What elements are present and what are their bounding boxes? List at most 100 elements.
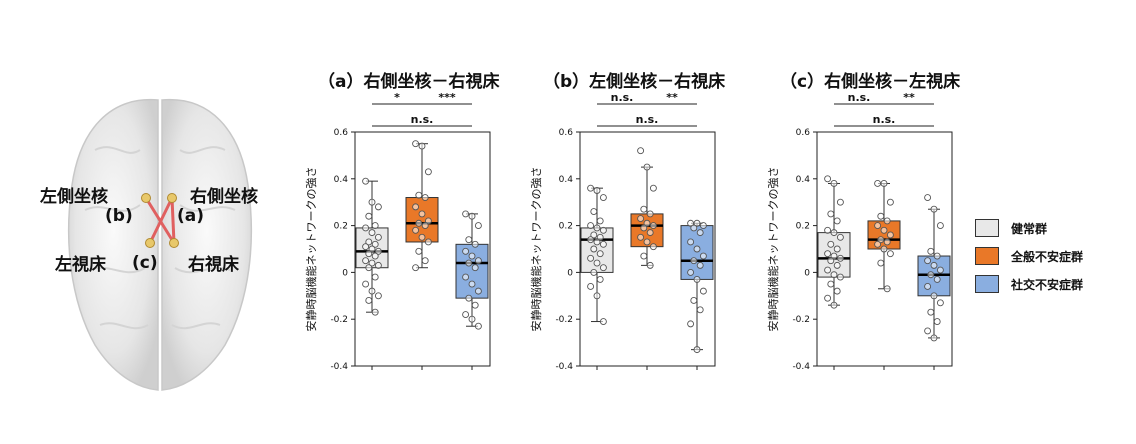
connection-lines bbox=[141, 193, 179, 248]
chart-b-title: （b）左側坐核－右視床 bbox=[543, 72, 726, 92]
data-point-healthy bbox=[830, 252, 838, 260]
data-point-healthy bbox=[824, 250, 832, 258]
data-point-gad bbox=[646, 210, 654, 218]
data-point-gad bbox=[886, 250, 894, 258]
data-point-gad bbox=[886, 198, 894, 206]
data-point-sad bbox=[468, 212, 476, 220]
data-point-healthy bbox=[371, 222, 379, 230]
data-point-gad bbox=[421, 222, 429, 230]
data-point-sad bbox=[930, 205, 938, 213]
data-point-healthy bbox=[824, 266, 832, 274]
data-point-gad bbox=[874, 240, 882, 248]
data-point-healthy bbox=[836, 233, 844, 241]
data-point-healthy bbox=[824, 294, 832, 302]
data-point-gad bbox=[874, 180, 882, 187]
significance-label: n.s. bbox=[848, 91, 871, 104]
data-point-gad bbox=[424, 168, 432, 176]
data-point-healthy bbox=[365, 264, 373, 272]
data-point-gad bbox=[649, 243, 657, 251]
data-point-sad bbox=[465, 259, 473, 267]
data-point-healthy bbox=[836, 273, 844, 281]
y-tick-label: 0.6 bbox=[796, 128, 811, 138]
y-axis-label: 安静時脳機能ネットワークの強さ bbox=[529, 167, 543, 332]
data-point-sad bbox=[936, 299, 944, 307]
data-point-healthy bbox=[374, 203, 382, 211]
significance-label: ** bbox=[903, 91, 915, 104]
data-point-gad bbox=[421, 194, 429, 201]
data-point-sad bbox=[474, 222, 482, 230]
data-point-sad bbox=[699, 252, 707, 260]
box-sad bbox=[680, 225, 714, 280]
data-point-sad bbox=[690, 257, 698, 265]
data-point-gad bbox=[640, 224, 648, 232]
data-point-sad bbox=[696, 229, 704, 237]
data-point-healthy bbox=[371, 273, 379, 281]
data-point-gad bbox=[643, 238, 651, 246]
data-point-gad bbox=[643, 163, 651, 171]
data-point-gad bbox=[886, 231, 894, 239]
data-point-healthy bbox=[596, 250, 604, 258]
data-point-sad bbox=[699, 287, 707, 295]
data-point-gad bbox=[646, 229, 654, 237]
legend-swatch-gad bbox=[975, 247, 999, 265]
legend-label-gad: 全般不安症群 bbox=[1011, 249, 1084, 264]
data-point-gad bbox=[877, 236, 885, 244]
y-tick-label: 0 bbox=[804, 268, 810, 278]
label-b: (b) bbox=[105, 206, 133, 226]
data-point-healthy bbox=[371, 240, 379, 248]
data-point-sad bbox=[693, 219, 701, 227]
connection-a-line bbox=[170, 197, 176, 244]
y-tick-label: 0.2 bbox=[796, 222, 810, 232]
data-point-healthy bbox=[362, 257, 370, 265]
legend-swatch-sad bbox=[975, 275, 999, 293]
data-point-sad bbox=[687, 268, 695, 276]
significance-label: n.s. bbox=[873, 113, 896, 126]
data-point-gad bbox=[415, 191, 423, 199]
y-tick-label: -0.2 bbox=[330, 315, 348, 325]
data-point-gad bbox=[880, 180, 888, 187]
data-point-healthy bbox=[368, 245, 376, 253]
data-point-gad bbox=[637, 147, 645, 155]
data-point-sad bbox=[924, 282, 932, 290]
data-point-healthy bbox=[587, 282, 595, 290]
data-point-gad bbox=[877, 259, 885, 267]
data-point-gad bbox=[880, 245, 888, 253]
data-point-sad bbox=[924, 327, 932, 335]
data-point-healthy bbox=[368, 198, 376, 206]
data-point-gad bbox=[883, 285, 891, 293]
data-point-gad bbox=[646, 261, 654, 269]
data-point-sad bbox=[933, 275, 941, 283]
y-tick-label: 0.4 bbox=[796, 175, 811, 185]
data-point-healthy bbox=[593, 224, 601, 232]
data-point-sad bbox=[927, 308, 935, 316]
data-point-gad bbox=[883, 238, 891, 246]
data-point-healthy bbox=[827, 257, 835, 265]
data-point-gad bbox=[412, 140, 420, 148]
data-point-sad bbox=[474, 322, 482, 330]
data-point-healthy bbox=[365, 297, 373, 304]
data-point-healthy bbox=[374, 261, 382, 269]
data-point-sad bbox=[930, 261, 938, 269]
chart-a-title: （a）右側坐核－右視床 bbox=[318, 72, 500, 92]
data-point-gad bbox=[640, 205, 648, 213]
label-c: (c) bbox=[132, 253, 158, 273]
data-point-sad bbox=[471, 264, 479, 272]
y-tick-label: 0.4 bbox=[334, 175, 349, 185]
significance-label: *** bbox=[438, 91, 456, 104]
significance-label: n.s. bbox=[636, 113, 659, 126]
y-tick-label: -0.4 bbox=[792, 362, 810, 372]
data-point-gad bbox=[637, 233, 645, 241]
legend-item-gad: 全般不安症群 bbox=[975, 246, 1083, 266]
data-point-healthy bbox=[371, 308, 379, 316]
chart-b: 0.6 0.4 0.2 0 -0.2 -0.4 安静時脳機能ネットワークの強さ n.s. ** n… bbox=[529, 91, 716, 372]
significance-label: ** bbox=[666, 91, 678, 104]
y-tick-label: 0.2 bbox=[559, 222, 573, 232]
y-tick-label: 0.4 bbox=[559, 175, 574, 185]
data-point-sad bbox=[465, 236, 473, 244]
data-point-healthy bbox=[587, 184, 595, 192]
data-point-healthy bbox=[836, 198, 844, 206]
y-tick-label: 0.6 bbox=[559, 128, 574, 138]
data-point-gad bbox=[637, 215, 645, 223]
data-point-healthy bbox=[596, 275, 604, 283]
data-point-healthy bbox=[596, 233, 604, 241]
